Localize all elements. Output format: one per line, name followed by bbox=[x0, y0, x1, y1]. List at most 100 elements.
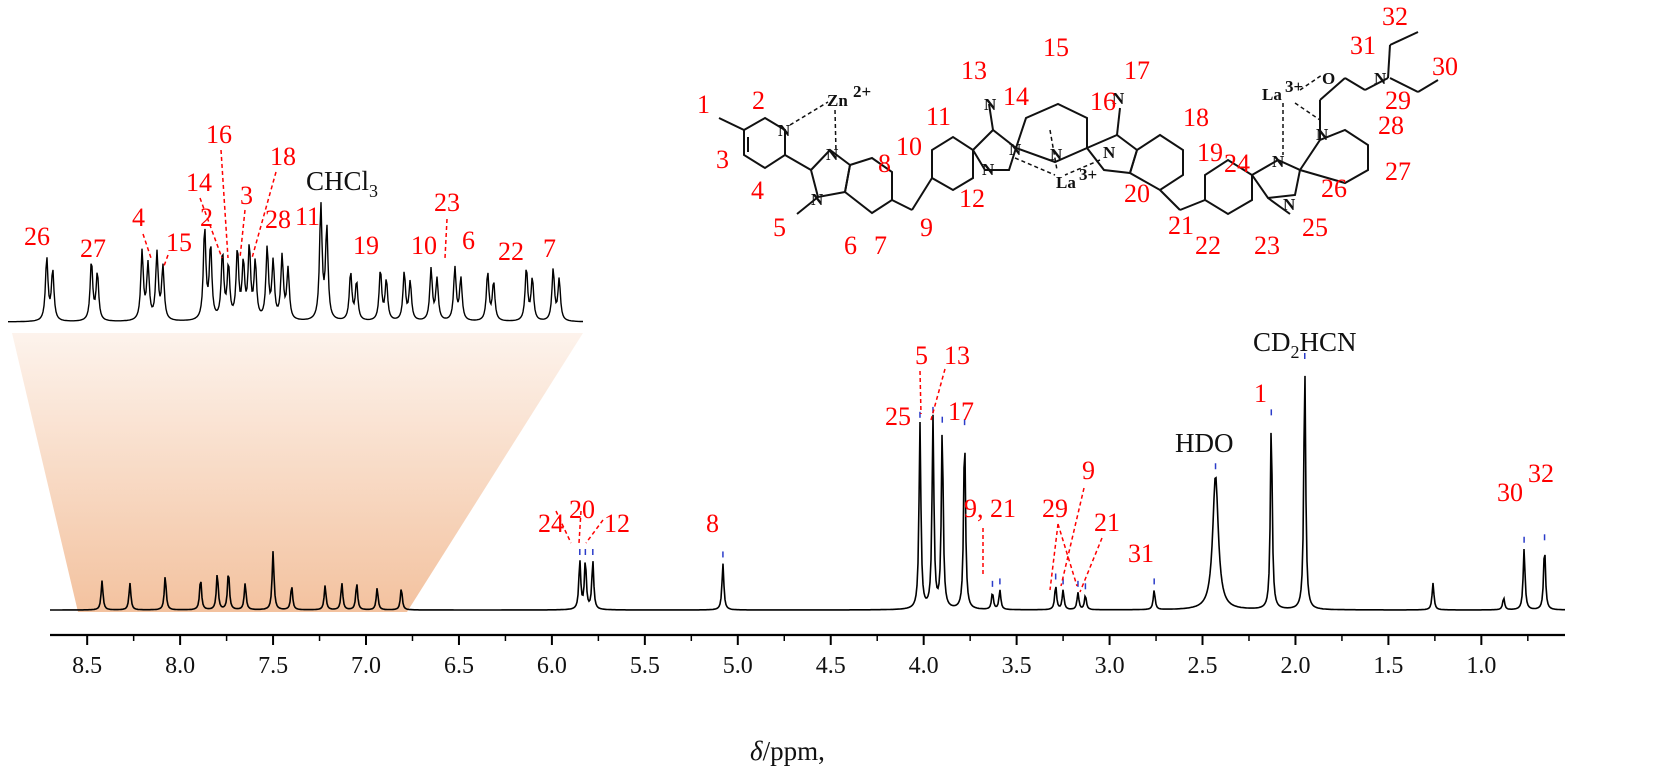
x-tick-label: 7.5 bbox=[258, 653, 288, 679]
chemical-structure bbox=[718, 31, 1439, 216]
inset-label-7: 7 bbox=[543, 234, 556, 263]
svg-text:2+: 2+ bbox=[853, 82, 871, 101]
svg-text:30: 30 bbox=[1432, 52, 1458, 81]
x-tick-label: 7.0 bbox=[351, 653, 381, 679]
svg-text:N: N bbox=[1009, 140, 1022, 159]
inset-label-23: 23 bbox=[434, 188, 460, 217]
x-tick-label: 4.0 bbox=[909, 653, 939, 679]
inset-label-3: 3 bbox=[240, 181, 253, 210]
inset-label-4: 4 bbox=[132, 203, 145, 232]
cd2hcn-label: CD2HCN bbox=[1253, 327, 1357, 362]
x-tick-label: 1.0 bbox=[1466, 653, 1496, 679]
svg-text:32: 32 bbox=[1382, 2, 1408, 31]
inset-zoom-fan bbox=[12, 333, 583, 612]
svg-text:N: N bbox=[982, 160, 995, 179]
peak-label-24: 24 bbox=[538, 509, 564, 538]
x-tick-label: 6.0 bbox=[537, 653, 567, 679]
x-axis-label: δ/ppm, bbox=[750, 736, 825, 766]
svg-text:3+: 3+ bbox=[1079, 165, 1097, 184]
inset-label-10: 10 bbox=[411, 231, 437, 260]
svg-text:20: 20 bbox=[1124, 179, 1150, 208]
svg-text:11: 11 bbox=[926, 102, 951, 131]
x-axis-ticks: 8.5 8.0 7.5 7.0 6.5 6.0 5.5 5.0 4.5 4.0 3.5 3.0 2.5 2… bbox=[72, 635, 1529, 679]
svg-text:N: N bbox=[1112, 89, 1125, 108]
svg-text:15: 15 bbox=[1043, 33, 1069, 62]
inset-label-27: 27 bbox=[80, 234, 106, 263]
svg-text:9: 9 bbox=[920, 213, 933, 242]
svg-text:18: 18 bbox=[1183, 103, 1209, 132]
inset-label-15: 15 bbox=[166, 228, 192, 257]
svg-text:19: 19 bbox=[1197, 138, 1223, 167]
x-tick-label: 1.5 bbox=[1373, 653, 1403, 679]
svg-text:26: 26 bbox=[1321, 174, 1347, 203]
svg-text:3+: 3+ bbox=[1285, 77, 1303, 96]
inset-peak-labels: 26 27 4 15 14 16 2 3 18 28 11 19 10 23 6… bbox=[24, 120, 556, 266]
peak-label-30: 30 bbox=[1497, 478, 1523, 507]
svg-text:27: 27 bbox=[1385, 157, 1411, 186]
svg-text:4: 4 bbox=[751, 176, 764, 205]
svg-text:N: N bbox=[984, 95, 997, 114]
peak-label-8: 8 bbox=[706, 509, 719, 538]
inset-label-14: 14 bbox=[186, 168, 212, 197]
x-tick-label: 6.5 bbox=[444, 653, 474, 679]
inset-leader-lines bbox=[142, 149, 448, 267]
svg-text:1: 1 bbox=[697, 90, 710, 119]
inset-label-11: 11 bbox=[295, 202, 320, 231]
structure-atoms: N Zn 2+ N N N N N N La 3+ N N N La 3+ N … bbox=[778, 69, 1387, 214]
inset-label-16: 16 bbox=[206, 120, 232, 149]
main-leader-lines bbox=[555, 368, 1103, 593]
inset-chcl3-label: CHCl3 bbox=[306, 166, 378, 201]
x-tick-label: 2.5 bbox=[1188, 653, 1218, 679]
svg-text:N: N bbox=[1050, 145, 1063, 164]
x-tick-label: 5.5 bbox=[630, 653, 660, 679]
peak-label-9-21: 9, 21 bbox=[964, 494, 1016, 523]
peak-label-1: 1 bbox=[1254, 379, 1267, 408]
svg-text:3: 3 bbox=[716, 145, 729, 174]
svg-text:31: 31 bbox=[1350, 31, 1376, 60]
structure-numbers: 1 2 3 4 5 6 7 8 9 10 11 12 13 14 15 16 1… bbox=[697, 2, 1458, 260]
peak-label-31: 31 bbox=[1128, 539, 1154, 568]
svg-text:10: 10 bbox=[896, 132, 922, 161]
svg-text:6: 6 bbox=[844, 231, 857, 260]
peak-marker-group bbox=[579, 353, 1546, 590]
svg-text:29: 29 bbox=[1385, 86, 1411, 115]
inset-label-22: 22 bbox=[498, 237, 524, 266]
peak-label-21b: 21 bbox=[1094, 508, 1120, 537]
x-tick-label: 8.0 bbox=[165, 653, 195, 679]
svg-text:N: N bbox=[1283, 195, 1296, 214]
svg-text:Zn: Zn bbox=[827, 91, 848, 110]
inset-label-28: 28 bbox=[265, 205, 291, 234]
hdo-label: HDO bbox=[1175, 428, 1234, 458]
svg-text:22: 22 bbox=[1195, 231, 1221, 260]
main-peak-labels: 24 20 12 8 25 5 13 17 9, 21 29 9 21 31 1… bbox=[538, 341, 1554, 568]
peak-label-12: 12 bbox=[604, 509, 630, 538]
x-tick-label: 2.0 bbox=[1280, 653, 1310, 679]
svg-text:N: N bbox=[811, 190, 824, 209]
inset-label-6: 6 bbox=[462, 226, 475, 255]
peak-label-9b: 9 bbox=[1082, 456, 1095, 485]
inset-label-26: 26 bbox=[24, 222, 50, 251]
inset-spectrum-line bbox=[8, 202, 583, 323]
peak-label-20: 20 bbox=[569, 495, 595, 524]
svg-text:La: La bbox=[1262, 85, 1282, 104]
peak-label-13: 13 bbox=[944, 341, 970, 370]
peak-label-25: 25 bbox=[885, 402, 911, 431]
svg-text:12: 12 bbox=[959, 184, 985, 213]
svg-text:13: 13 bbox=[961, 56, 987, 85]
svg-text:2: 2 bbox=[752, 86, 765, 115]
svg-text:25: 25 bbox=[1302, 213, 1328, 242]
svg-text:N: N bbox=[1374, 69, 1387, 88]
x-tick-label: 3.0 bbox=[1095, 653, 1125, 679]
svg-text:16: 16 bbox=[1090, 87, 1116, 116]
svg-text:N: N bbox=[826, 145, 839, 164]
svg-text:23: 23 bbox=[1254, 231, 1280, 260]
x-tick-label: 3.5 bbox=[1002, 653, 1032, 679]
svg-text:N: N bbox=[1316, 125, 1329, 144]
svg-text:N: N bbox=[1103, 143, 1116, 162]
svg-text:24: 24 bbox=[1224, 149, 1250, 178]
svg-text:17: 17 bbox=[1124, 56, 1150, 85]
svg-text:28: 28 bbox=[1378, 111, 1404, 140]
svg-text:5: 5 bbox=[773, 213, 786, 242]
peak-label-29: 29 bbox=[1042, 494, 1068, 523]
